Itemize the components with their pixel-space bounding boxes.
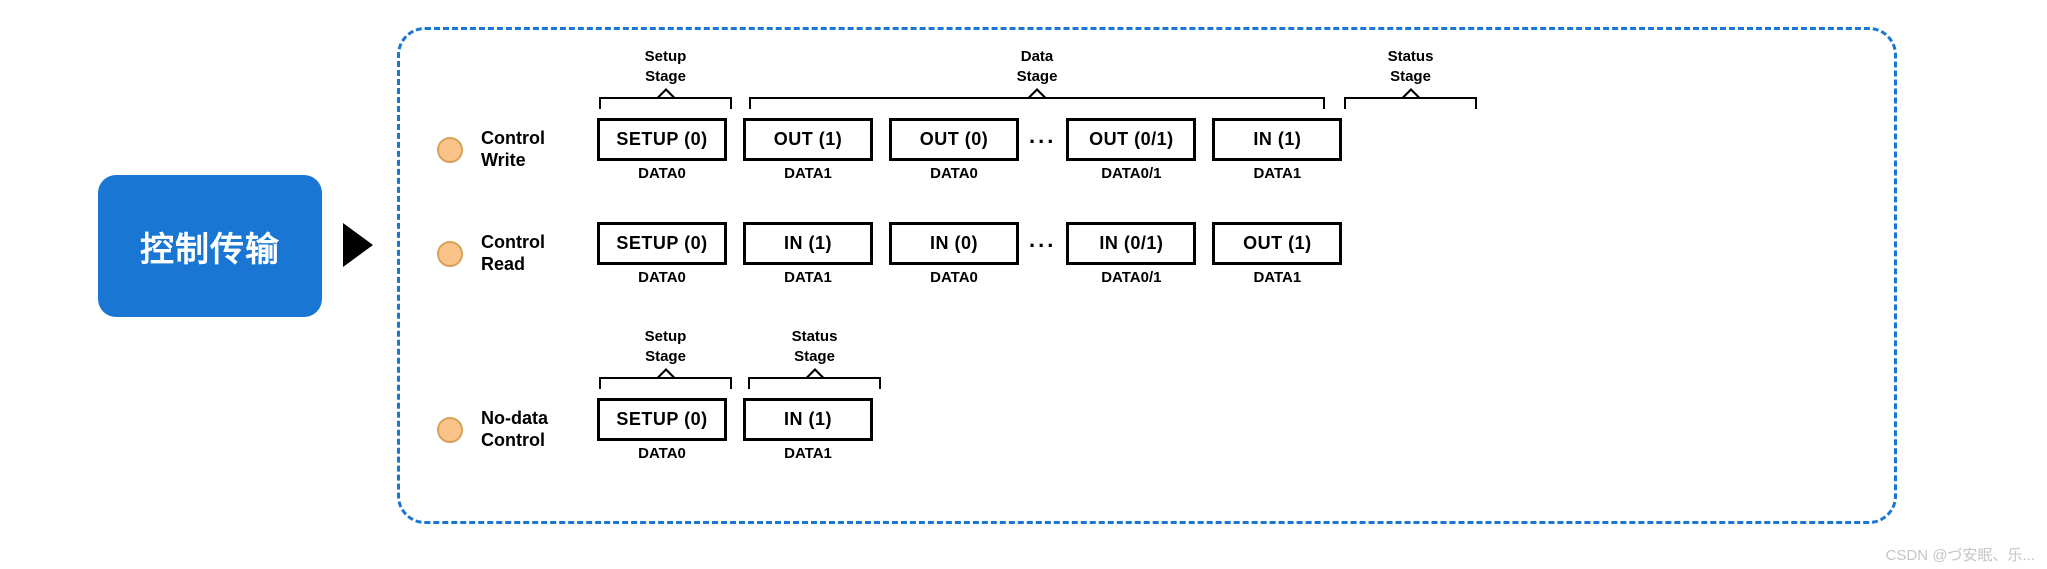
packet-sub: DATA0 <box>638 165 686 182</box>
packet-box: OUT (1) <box>1212 222 1342 265</box>
row-no-data-control: No-data Control SETUP (0) DATA0 IN (1) D… <box>437 398 881 462</box>
cell: OUT (0) DATA0 <box>889 118 1019 182</box>
packet-box: IN (1) <box>1212 118 1342 161</box>
row-label-line: Control <box>481 430 545 450</box>
bracket-label-line: Stage <box>748 348 881 366</box>
bullet-icon <box>437 137 463 163</box>
diagram-root: 控制传输 Setup Stage Data Stage Status Stage… <box>0 0 2047 569</box>
bracket-label-line: Status <box>748 328 881 346</box>
bullet-icon <box>437 417 463 443</box>
cell: OUT (1) DATA1 <box>1212 222 1342 286</box>
bracket-data-stage: Data Stage <box>749 48 1325 112</box>
row-label-line: No-data <box>481 408 548 428</box>
packet-sub: DATA0 <box>638 269 686 286</box>
row-label: Control Read <box>481 232 571 275</box>
cell: IN (1) DATA1 <box>743 222 873 286</box>
bracket-label-line: Stage <box>749 68 1325 86</box>
cell: IN (1) DATA1 <box>1212 118 1342 182</box>
cell: IN (0/1) DATA0/1 <box>1066 222 1196 286</box>
packet-box: IN (1) <box>743 222 873 265</box>
packet-sub: DATA0/1 <box>1101 165 1161 182</box>
row-label-line: Write <box>481 150 526 170</box>
cell: OUT (1) DATA1 <box>743 118 873 182</box>
cell: SETUP (0) DATA0 <box>597 222 727 286</box>
bracket-setup-stage-2: Setup Stage <box>599 328 732 392</box>
packet-box: SETUP (0) <box>597 398 727 441</box>
cell: IN (1) DATA1 <box>743 398 873 462</box>
bracket-status-stage-2: Status Stage <box>748 328 881 392</box>
bracket-label-line: Setup <box>599 48 732 66</box>
packet-sub: DATA0 <box>638 445 686 462</box>
cell: IN (0) DATA0 <box>889 222 1019 286</box>
packet-box: SETUP (0) <box>597 118 727 161</box>
row-label-line: Read <box>481 254 525 274</box>
packet-sub: DATA1 <box>1253 165 1301 182</box>
packet-box: SETUP (0) <box>597 222 727 265</box>
cell: SETUP (0) DATA0 <box>597 398 727 462</box>
packet-box: OUT (0/1) <box>1066 118 1196 161</box>
bracket-label-line: Stage <box>599 348 732 366</box>
ellipsis-icon: ... <box>1029 123 1056 149</box>
row-control-write: Control Write SETUP (0) DATA0 OUT (1) DA… <box>437 118 1350 182</box>
bracket-status-stage: Status Stage <box>1344 48 1477 112</box>
packet-box: OUT (0) <box>889 118 1019 161</box>
row-control-read: Control Read SETUP (0) DATA0 IN (1) DATA… <box>437 222 1350 286</box>
cell: OUT (0/1) DATA0/1 <box>1066 118 1196 182</box>
ellipsis-icon: ... <box>1029 227 1056 253</box>
row-label: No-data Control <box>481 408 571 451</box>
packet-sub: DATA0 <box>930 269 978 286</box>
bracket-label-line: Stage <box>599 68 732 86</box>
cell: SETUP (0) DATA0 <box>597 118 727 182</box>
row-label-line: Control <box>481 232 545 252</box>
packet-box: IN (0) <box>889 222 1019 265</box>
row-label: Control Write <box>481 128 571 171</box>
bracket-label-line: Data <box>749 48 1325 66</box>
row-label-line: Control <box>481 128 545 148</box>
packet-box: IN (1) <box>743 398 873 441</box>
bullet-icon <box>437 241 463 267</box>
bracket-setup-stage: Setup Stage <box>599 48 732 112</box>
watermark: CSDN @づ安眠、乐... <box>1886 544 2035 565</box>
packet-box: IN (0/1) <box>1066 222 1196 265</box>
arrow-right-icon <box>343 223 373 267</box>
packet-sub: DATA0 <box>930 165 978 182</box>
packet-sub: DATA0/1 <box>1101 269 1161 286</box>
bracket-label-line: Setup <box>599 328 732 346</box>
packet-sub: DATA1 <box>784 269 832 286</box>
title-box: 控制传输 <box>98 175 322 317</box>
bracket-label-line: Status <box>1344 48 1477 66</box>
packet-box: OUT (1) <box>743 118 873 161</box>
packet-sub: DATA1 <box>1253 269 1301 286</box>
packet-sub: DATA1 <box>784 165 832 182</box>
bracket-label-line: Stage <box>1344 68 1477 86</box>
title-text: 控制传输 <box>140 222 280 271</box>
packet-sub: DATA1 <box>784 445 832 462</box>
